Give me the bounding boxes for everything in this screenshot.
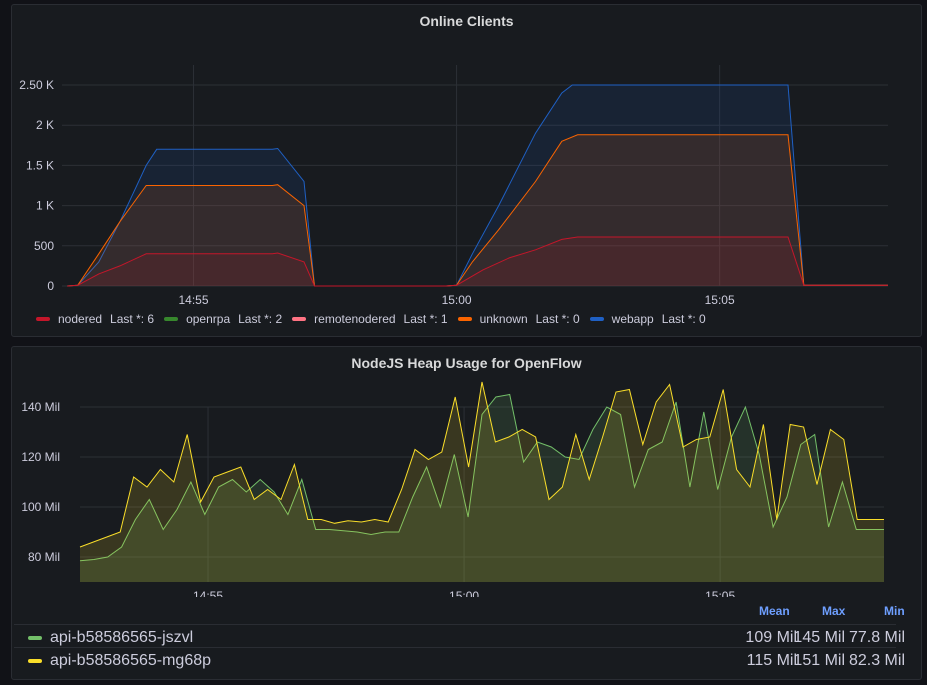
heap-usage-chart: 80 Mil 100 Mil 120 Mil 140 Mil 14:55 15:00 15:…: [21, 381, 884, 597]
legend-color-swatch: [589, 317, 604, 321]
mean-header[interactable]: Mean: [759, 604, 790, 618]
panel-title[interactable]: NodeJS Heap Usage for OpenFlow: [351, 355, 582, 371]
y-tick-label: 2.50 K: [19, 78, 54, 92]
legend-last-value: Last *: 2: [238, 312, 283, 326]
y-tick-label: 0: [47, 279, 54, 293]
legend-min-value: 82.3 Mil: [848, 652, 905, 669]
legend-last-value: Last *: 0: [661, 312, 706, 326]
series-line-api-b58586565-jszvl: [79, 393, 884, 562]
legend-series-name: api-b58586565-jszvl: [50, 629, 194, 646]
legend-color-swatch: [164, 317, 179, 321]
y-tick-label: 2 K: [36, 118, 54, 132]
min-header[interactable]: Min: [884, 604, 905, 618]
y-tick-label: 120 Mil: [21, 450, 60, 464]
legend-last-value: Last *: 6: [110, 312, 155, 326]
legend-color-swatch: [28, 636, 42, 640]
y-tick-label: 1 K: [36, 199, 54, 213]
legend-last-value: Last *: 1: [403, 312, 448, 326]
legend-item-webapp[interactable]: webapp Last *: 0: [589, 312, 706, 326]
legend-row: api-b58586565-jszvl 109 Mil 145 Mil 77.8 Mi…: [14, 624, 905, 647]
legend-last-value: Last *: 0: [535, 312, 580, 326]
legend-item-openrpa[interactable]: openrpa Last *: 2: [164, 312, 282, 326]
legend-series-name: unknown: [479, 312, 528, 326]
series-line-api-b58586565-mg68p: [79, 381, 884, 548]
legend-series-name: openrpa: [186, 312, 231, 326]
series-area-nodered: [67, 237, 888, 286]
series-area-api-b58586565-mg68p: [80, 382, 884, 582]
legend-item-remotenodered[interactable]: remotenodered Last *: 1: [292, 312, 448, 326]
y-tick-label: 100 Mil: [21, 500, 60, 514]
legend-color-swatch: [36, 317, 50, 321]
legend-table-header: Mean Max Min: [14, 604, 905, 622]
online-clients-panel: Online Clients 0 500 1 K 1.5 K 2 K 2.50 K 14:5…: [11, 4, 922, 337]
panel-title[interactable]: Online Clients: [419, 13, 514, 29]
y-tick-label: 80 Mil: [28, 550, 60, 564]
series-area-unknown: [67, 134, 888, 286]
x-tick-label: 15:05: [705, 293, 735, 305]
series-area-api-b58586565-jszvl: [80, 394, 884, 582]
x-tick-label: 15:00: [442, 293, 472, 305]
series-line-nodered: [67, 236, 888, 287]
y-tick-label: 140 Mil: [21, 400, 60, 414]
legend-color-swatch: [457, 317, 472, 321]
x-tick-label: 15:05: [705, 589, 735, 597]
online-clients-legend: nodered Last *: 6 openrpa Last *: 2 remoteno…: [36, 312, 706, 326]
x-tick-label: 14:55: [179, 293, 209, 305]
legend-max-value: 151 Mil: [793, 652, 845, 669]
legend-max-value: 145 Mil: [793, 629, 845, 646]
legend-series-name: nodered: [58, 312, 103, 326]
legend-color-swatch: [292, 317, 307, 321]
y-tick-label: 500: [34, 239, 54, 253]
legend-color-swatch: [28, 659, 42, 663]
x-tick-label: 15:00: [449, 589, 479, 597]
online-clients-chart: 0 500 1 K 1.5 K 2 K 2.50 K 14:55 15:00 15:05: [19, 65, 888, 305]
legend-item-api-b58586565-mg68p[interactable]: api-b58586565-mg68p: [28, 652, 211, 670]
y-tick-label: 1.5 K: [26, 158, 54, 172]
x-tick-label: 14:55: [193, 589, 223, 597]
legend-min-value: 77.8 Mil: [848, 629, 905, 646]
legend-row: api-b58586565-mg68p 115 Mil 151 Mil 82.3 Mi…: [14, 647, 905, 670]
legend-series-name: remotenodered: [314, 312, 396, 326]
legend-item-unknown[interactable]: unknown Last *: 0: [457, 312, 580, 326]
legend-series-name: webapp: [611, 312, 654, 326]
legend-item-api-b58586565-jszvl[interactable]: api-b58586565-jszvl: [28, 629, 193, 647]
legend-mean-value: 109 Mil: [745, 629, 797, 646]
legend-mean-value: 115 Mil: [746, 652, 797, 669]
legend-item-nodered[interactable]: nodered Last *: 6: [36, 312, 154, 326]
legend-series-name: api-b58586565-mg68p: [50, 652, 212, 669]
max-header[interactable]: Max: [822, 604, 846, 618]
